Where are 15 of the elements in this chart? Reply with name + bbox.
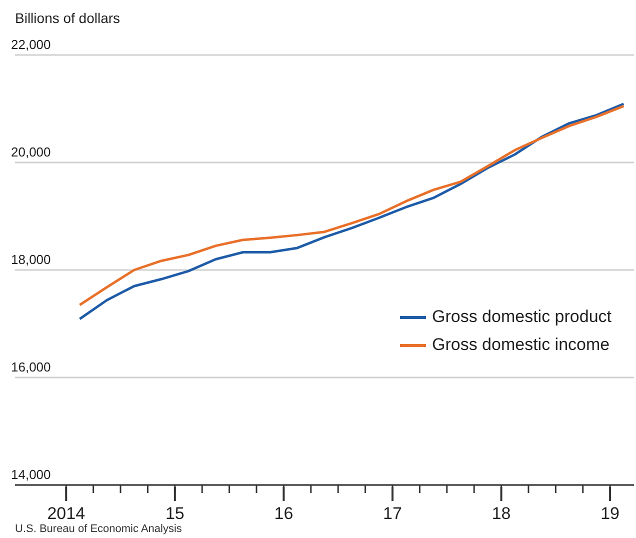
text: U.S. Bureau of Economic Analysis [15, 523, 182, 535]
x-tick-label: 19 [600, 504, 620, 523]
legend-label: Gross domestic income [432, 335, 610, 355]
y-tick-label: 16,000 [11, 360, 51, 374]
x-tick-label: 18 [492, 504, 511, 523]
y-tick-label: 22,000 [11, 37, 51, 52]
y-tick-label: 18,000 [11, 252, 51, 267]
x-tick-label: 2014 [47, 504, 86, 523]
x-tick-label: 15 [165, 504, 184, 523]
legend-label: Gross domestic product [432, 307, 612, 327]
y-axis-title: Billions of dollars [15, 10, 120, 26]
y-tick-label: 14,000 [11, 467, 51, 482]
x-tick-label: 16 [274, 504, 294, 523]
x-tick-label: 17 [383, 504, 402, 523]
y-tick-label: 20,000 [11, 144, 51, 160]
